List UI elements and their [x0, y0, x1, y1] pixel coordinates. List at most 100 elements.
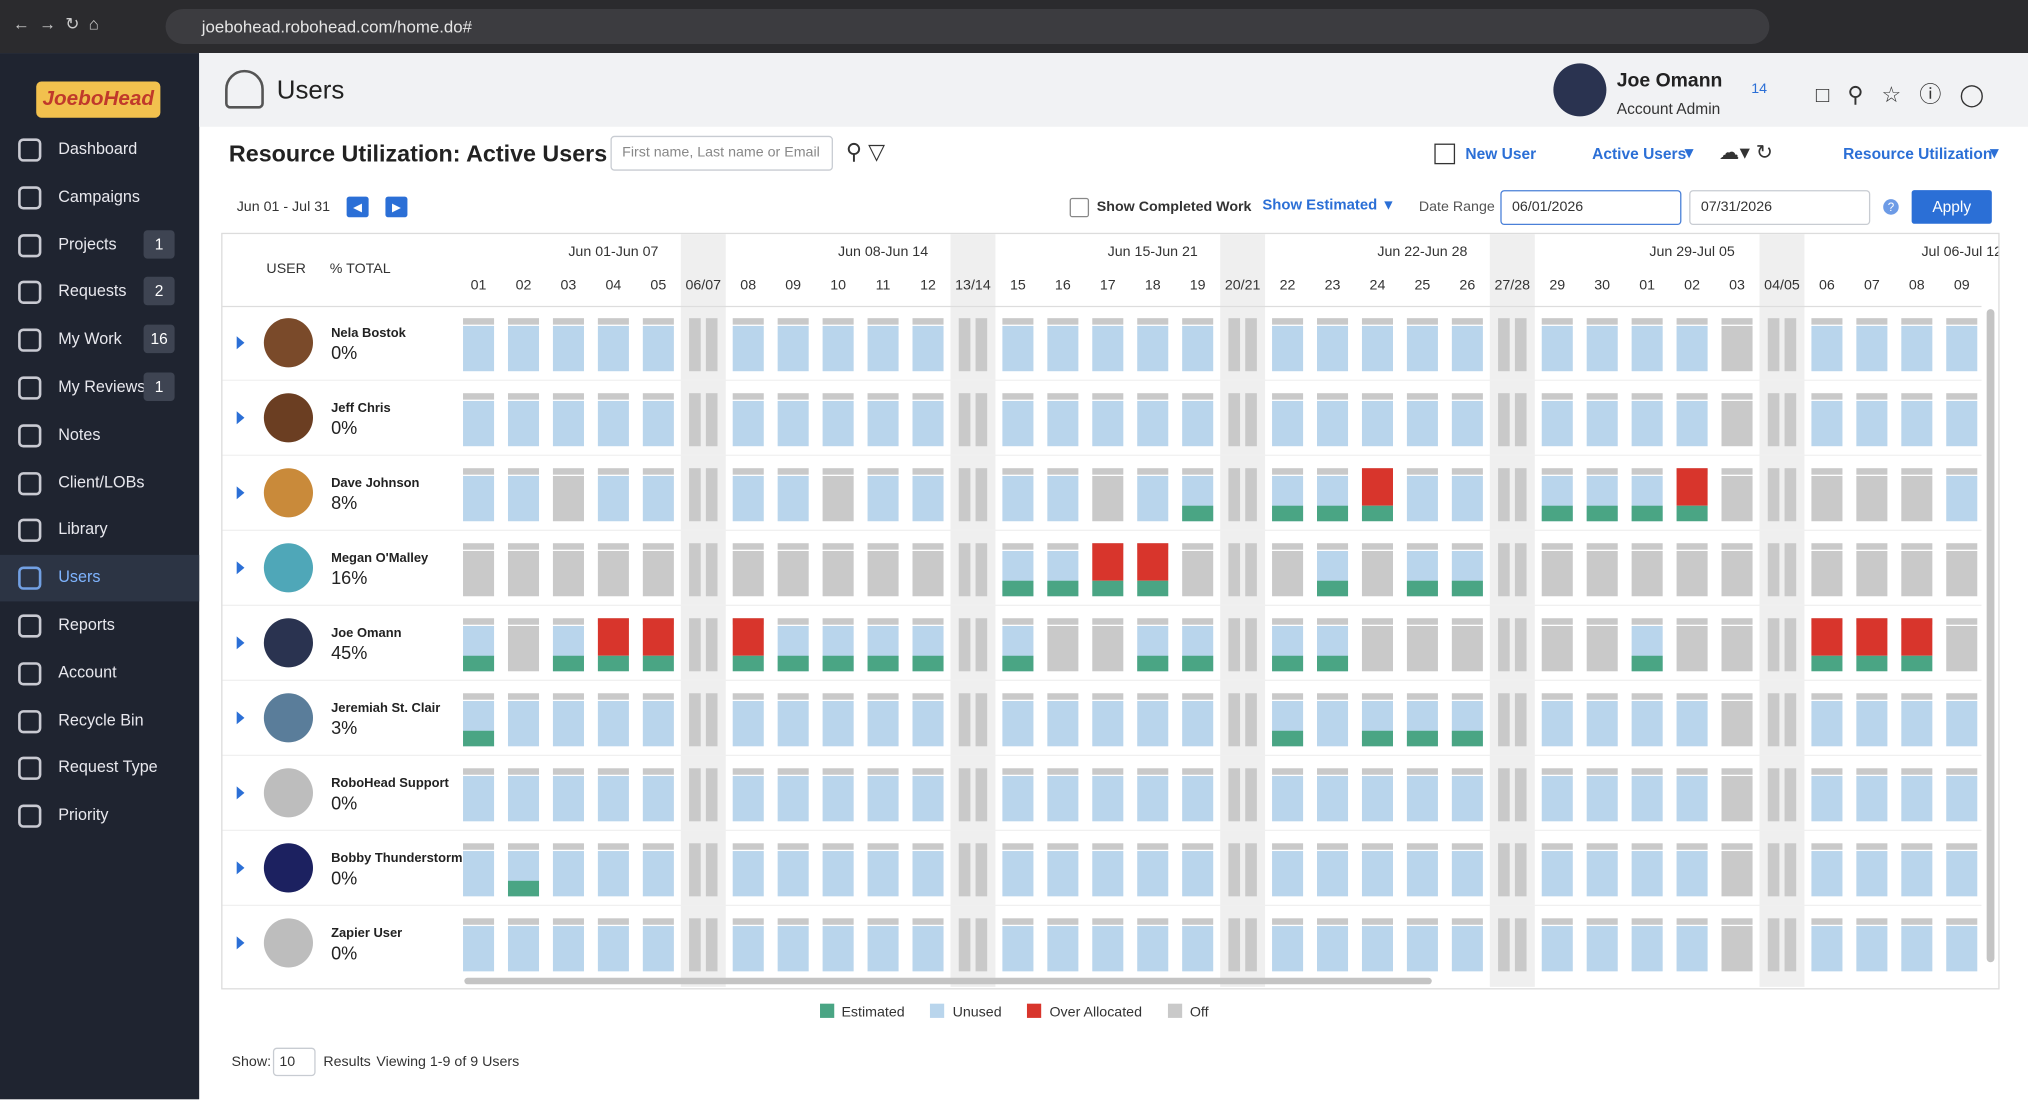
expand-arrow[interactable] — [236, 636, 245, 650]
cell-unused — [1946, 851, 1978, 897]
cell-header — [1811, 468, 1843, 475]
h-scrollbar[interactable] — [464, 977, 1432, 985]
cell-unused — [597, 851, 629, 897]
day-label: 30 — [1594, 278, 1610, 294]
logo[interactable]: JoeboHead — [36, 81, 161, 118]
notification-count[interactable]: 14 — [1751, 81, 1768, 98]
cell-header — [552, 843, 584, 850]
cell-unused — [507, 926, 540, 972]
user-name[interactable]: RoboHead Support — [331, 775, 449, 790]
nav-label: Campaigns — [58, 187, 140, 206]
expand-arrow[interactable] — [236, 486, 245, 500]
nav-item[interactable]: Client/LOBs — [0, 460, 199, 507]
cell-header — [1092, 843, 1124, 850]
nav-item[interactable]: Request Type — [0, 746, 199, 793]
nav-item[interactable]: Priority — [0, 793, 199, 840]
nav-item[interactable]: Account — [0, 650, 199, 697]
apply-button[interactable]: Apply — [1911, 190, 1992, 224]
expand-arrow[interactable] — [236, 411, 245, 425]
user-name[interactable]: Zapier User — [331, 925, 402, 940]
active-users-dropdown[interactable]: Active Users — [1592, 144, 1687, 163]
cell-header — [642, 843, 674, 850]
nav-buttons[interactable]: ← → ↻ ⌂ — [12, 14, 99, 34]
weekend-cell — [975, 543, 988, 597]
new-user-button[interactable]: New User — [1465, 144, 1537, 163]
user-name[interactable]: Nela Bostok — [331, 325, 406, 340]
cell-header — [1676, 918, 1708, 925]
cell-unused — [1676, 325, 1708, 372]
user-name[interactable]: Jeff Chris — [331, 400, 391, 415]
cell-header — [1406, 693, 1438, 700]
checkbox[interactable] — [1069, 197, 1090, 218]
day-label: 10 — [830, 278, 846, 294]
user-avatar — [263, 543, 314, 593]
user-name[interactable]: Jeremiah St. Clair — [331, 700, 440, 715]
dropdown-arrow[interactable]: ▼ — [1681, 143, 1697, 162]
user-avatar — [263, 918, 314, 968]
week-label: Jul 06-Jul 12 — [1921, 244, 1998, 260]
expand-arrow[interactable] — [236, 711, 245, 725]
expand-arrow[interactable] — [236, 936, 245, 950]
cell-unused — [1002, 475, 1034, 522]
user-name[interactable]: Joe Omann — [331, 625, 401, 640]
search-filter-icons[interactable]: ⚲ ▽ — [845, 139, 886, 165]
nav-item[interactable]: Users — [0, 555, 200, 602]
expand-arrow[interactable] — [236, 336, 245, 350]
day-label: 04 — [605, 278, 621, 294]
user-avatar — [263, 618, 314, 668]
user-name[interactable]: Bobby Thunderstorm — [331, 850, 462, 865]
show-estimated-dropdown[interactable]: Show Estimated — [1262, 197, 1378, 214]
cell-header — [777, 543, 809, 550]
legend-swatch — [930, 1003, 945, 1018]
address-bar[interactable]: joebohead.robohead.com/home.do# — [165, 9, 1770, 44]
nav-item[interactable]: Notes — [0, 412, 199, 459]
weekend-cell — [689, 543, 701, 597]
cell-unused — [1406, 776, 1438, 822]
nav-item[interactable]: Requests 2 — [0, 270, 199, 317]
end-date-input[interactable]: 07/31/2026 — [1689, 190, 1871, 226]
next-button[interactable]: ▶ — [385, 196, 408, 218]
cell-unused — [507, 701, 540, 747]
user-avatar[interactable] — [1553, 63, 1607, 117]
show-completed-label[interactable]: Show Completed Work — [1096, 199, 1252, 215]
nav-item[interactable]: Recycle Bin — [0, 698, 199, 745]
expand-arrow[interactable] — [236, 786, 245, 800]
cell-header — [822, 618, 854, 625]
cell-header — [1856, 318, 1888, 325]
prev-button[interactable]: ◀ — [346, 196, 369, 218]
user-name[interactable]: Dave Johnson — [331, 475, 419, 490]
nav-item[interactable]: My Reviews 1 — [0, 365, 199, 412]
user-avatar — [263, 768, 314, 818]
start-date-input[interactable]: 06/01/2026 — [1500, 190, 1682, 226]
cell-header — [1631, 468, 1663, 475]
view-dropdown[interactable]: Resource Utilization — [1843, 144, 1993, 163]
export-refresh-icons[interactable]: ☁▾ ↻ — [1718, 142, 1774, 165]
header-icons[interactable]: □⚲☆ⓘ◯ — [1815, 82, 2003, 108]
new-user-icon[interactable] — [1434, 143, 1456, 165]
dropdown-arrow[interactable]: ▼ — [1381, 197, 1396, 214]
cell-header — [1451, 318, 1483, 325]
search-input[interactable]: First name, Last name or Email — [610, 135, 833, 171]
cell-unused — [1946, 776, 1978, 822]
weekend-cell — [1784, 693, 1797, 747]
expand-arrow[interactable] — [236, 561, 245, 575]
weekend-cell — [958, 468, 971, 522]
v-scrollbar[interactable] — [1986, 309, 1995, 963]
expand-arrow[interactable] — [236, 861, 245, 875]
weekend-cell — [1784, 318, 1797, 372]
user-name[interactable]: Joe Omann — [1616, 69, 1723, 92]
nav-item[interactable]: Library — [0, 508, 199, 555]
cell-header — [1586, 693, 1618, 700]
dropdown-arrow[interactable]: ▼ — [1986, 143, 2003, 162]
cell-unused — [1047, 701, 1079, 747]
nav-item[interactable]: Projects 1 — [0, 222, 199, 269]
nav-label: Client/LOBs — [58, 472, 145, 491]
user-name[interactable]: Megan O'Malley — [331, 550, 429, 565]
nav-item[interactable]: My Work 16 — [0, 317, 199, 364]
cell-header — [1541, 843, 1573, 850]
help-icon[interactable]: ? — [1883, 199, 1899, 215]
page-size-input[interactable]: 10 — [272, 1047, 316, 1077]
nav-item[interactable]: Reports — [0, 603, 199, 650]
nav-item[interactable]: Campaigns — [0, 174, 199, 221]
nav-item[interactable]: Dashboard — [0, 127, 199, 174]
